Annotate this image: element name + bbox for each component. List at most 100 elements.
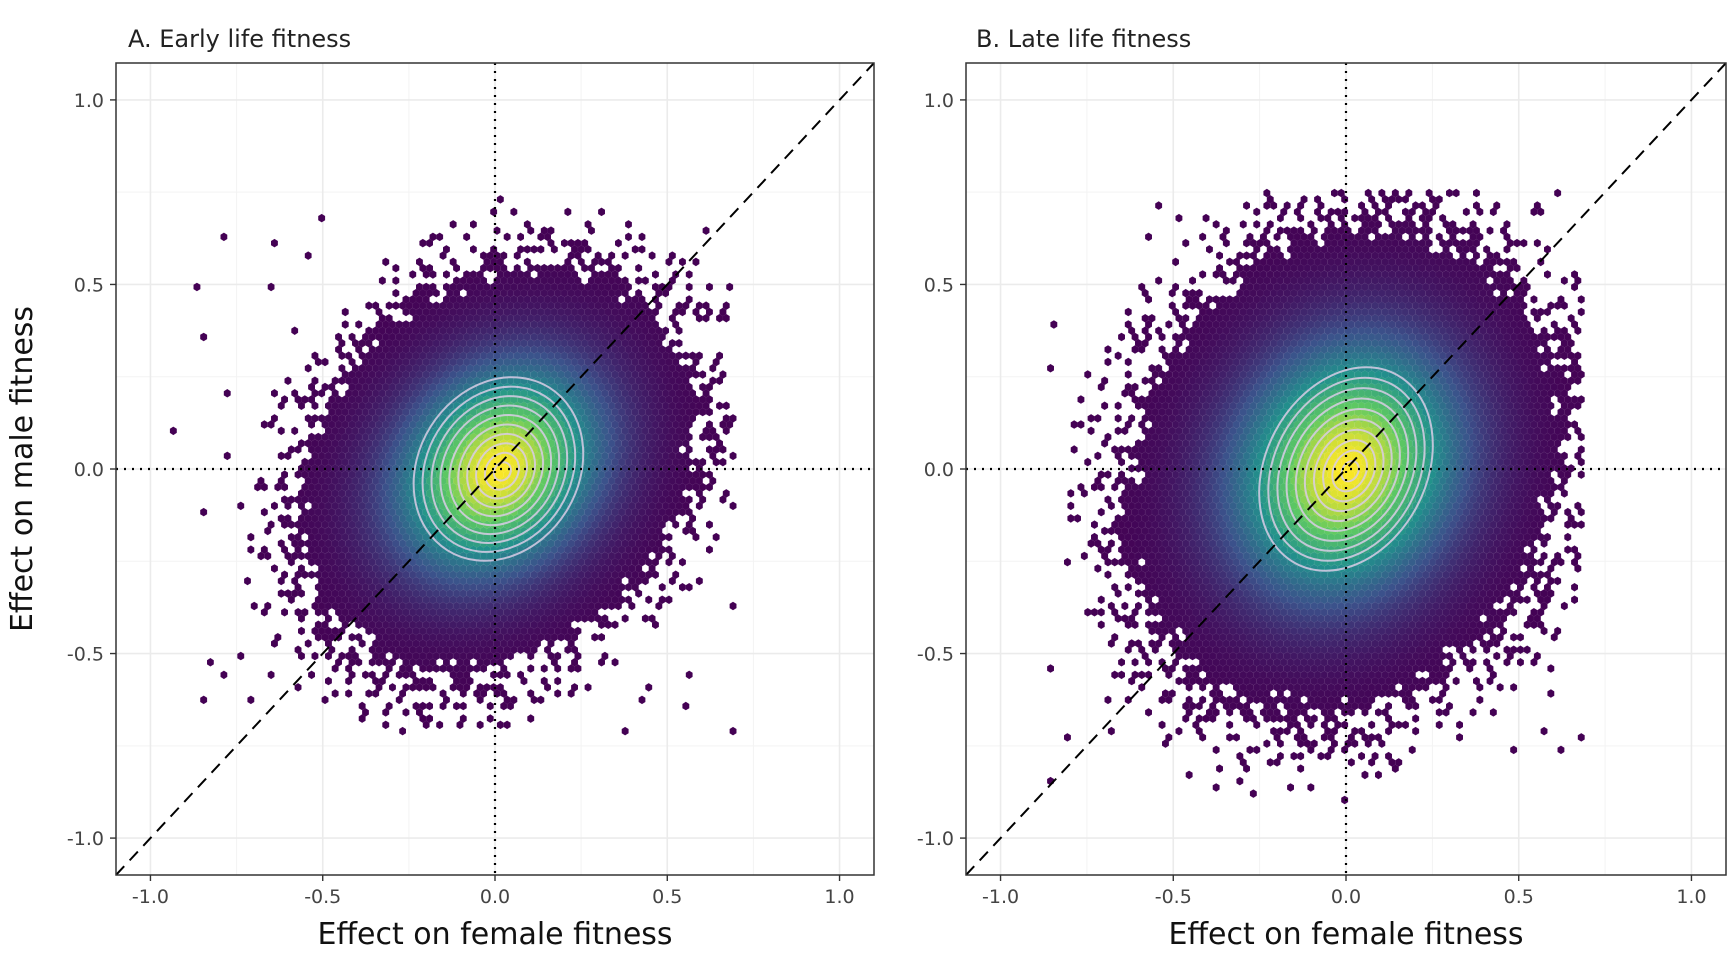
panel-a-reference-lines — [116, 63, 874, 875]
panel-b-hexbin — [1134, 638, 1143, 649]
panel-a-hexbin — [601, 651, 609, 661]
panel-a-hexbin — [277, 588, 286, 599]
panel-a-hexbin — [725, 282, 734, 292]
panel-a-hexbin — [237, 651, 245, 661]
panel-a-hexbin — [533, 263, 542, 273]
panel-b-hexbin — [1476, 695, 1484, 705]
panel-a-hexbin — [301, 394, 309, 405]
panel-b-hexbin — [1384, 751, 1393, 761]
panel-a-hexbin — [280, 394, 289, 405]
panel-b-hexbin — [1111, 557, 1119, 567]
panel-b-hexbin — [1428, 695, 1437, 705]
panel-b-hexbin — [1351, 726, 1359, 736]
panel-b-hexbin — [1317, 751, 1325, 761]
panel-a-hexbin — [483, 682, 491, 692]
panel-a: A. Early life fitness -1.0 -0.5 0.0 0.5 1.0-… — [67, 25, 875, 952]
panel-a-y-tick-label: 0.0 — [74, 459, 104, 481]
panel-a-hexbin — [523, 257, 532, 267]
panel-b-hexbin — [1509, 632, 1518, 642]
panel-a-hexbin — [729, 451, 737, 461]
panel-a-hexbin — [685, 294, 693, 305]
panel-a-hexbin — [705, 520, 714, 530]
panel-a-hexbin — [661, 326, 670, 336]
panel-a-hexbin — [685, 282, 693, 292]
panel-a-hexbin — [321, 357, 329, 367]
panel-a-hexbin — [307, 432, 316, 442]
panel-a-hexbin — [311, 351, 319, 361]
panel-a-hexbin — [317, 413, 326, 423]
panel-b-hexbin — [1577, 732, 1585, 742]
panel-a-hexbin — [567, 238, 575, 248]
panel-a-hexbin — [237, 501, 245, 511]
panel-a-hexbin — [304, 638, 312, 649]
panel-a-hexbin — [348, 632, 356, 642]
panel-a-x-tick-label: 1.0 — [824, 886, 854, 908]
panel-a-hexbin — [553, 676, 562, 686]
panel-a-hexbin — [324, 676, 333, 686]
panel-a-x-axis-title: Effect on female fitness — [317, 917, 672, 952]
panel-b-hexbin — [1516, 645, 1525, 655]
panel-b-hexbin — [1131, 670, 1139, 680]
panel-b-hexbin — [1246, 745, 1254, 755]
panel-a-hexbin — [270, 388, 279, 398]
panel-b-hexbin — [1455, 720, 1464, 730]
panel-a-hexbin — [341, 307, 350, 317]
panel-a-hexbin — [290, 426, 299, 436]
panel-b-hexbin — [1212, 745, 1220, 755]
panel-a-hexbin — [729, 601, 737, 611]
panel-a-hexbin — [668, 338, 677, 348]
panel-a-hexbin — [243, 576, 252, 586]
panel-b-hexbin — [1516, 657, 1525, 667]
panel-a-hexbin — [621, 613, 629, 624]
panel-b-hexbin — [1357, 751, 1366, 761]
panel-a-hexbin — [338, 363, 346, 373]
panel-a-hexbin — [280, 470, 289, 480]
panel-a-hexbin — [496, 194, 505, 204]
panel-a-hexbin — [574, 238, 582, 248]
panel-b-hexbin — [1148, 638, 1156, 649]
panel-a-hexbin — [199, 695, 208, 705]
panel-b-hexbin — [1411, 713, 1420, 724]
panel-a-hexbin — [685, 495, 693, 505]
panel-a-hexbin — [287, 532, 296, 542]
panel-b: B. Late life fitness -1.0 -0.5 0.0 0.5 1.0-1… — [917, 25, 1727, 952]
panel-a-hexbin — [638, 695, 646, 705]
panel-b-hexbin — [1269, 726, 1278, 736]
panel-a-hexbin — [338, 651, 346, 661]
panel-a-hexbin — [590, 632, 599, 642]
panel-a-y-tick-label: 0.5 — [74, 274, 104, 296]
panel-b-hexbin — [1553, 576, 1562, 586]
panel-b-hexbin — [1121, 613, 1129, 624]
panel-b-hexbin — [1452, 676, 1460, 686]
panel-a-hexbin — [658, 582, 667, 592]
panel-a-hexbin — [638, 232, 646, 242]
panel-b-hexbin — [1553, 626, 1562, 636]
panel-a-hexbin — [294, 682, 302, 692]
panel-a-hexbin — [489, 207, 498, 217]
panel-a-hexbin — [314, 432, 323, 442]
panel-a-hexbin — [381, 257, 390, 267]
panel-b-hexbin — [1408, 745, 1416, 755]
panel-b-hexbin — [1266, 757, 1274, 767]
panel-a-hexbin — [290, 388, 299, 398]
panel-a-hexbin — [425, 263, 434, 273]
panel-a-hexbin — [665, 532, 673, 542]
panel-a-hexbin — [702, 226, 710, 236]
panel-a-identity-line — [116, 63, 874, 875]
panel-a-hexbin — [685, 269, 693, 280]
panel-b-hexbin — [1493, 651, 1501, 661]
panel-b-hexbin — [1094, 563, 1102, 574]
panel-b-hexbin — [1117, 657, 1126, 667]
panel-b-hexbin — [1371, 751, 1379, 761]
panel-a-hexbin — [705, 419, 714, 430]
panel-b-hexbin — [1445, 651, 1454, 661]
panel-a-hexbin — [526, 663, 535, 674]
panel-a-y-tick-label: 1.0 — [74, 90, 104, 112]
panel-a-x-tick-label: -0.5 — [304, 886, 341, 908]
panel-a-title: A. Early life fitness — [128, 25, 351, 53]
panel-a-hexbin — [695, 351, 704, 361]
panel-a-hexbin — [692, 257, 700, 267]
panel-a-hexbin — [658, 595, 667, 605]
panel-a-hexbin — [722, 401, 731, 411]
panel-a-hexbin — [257, 476, 265, 486]
